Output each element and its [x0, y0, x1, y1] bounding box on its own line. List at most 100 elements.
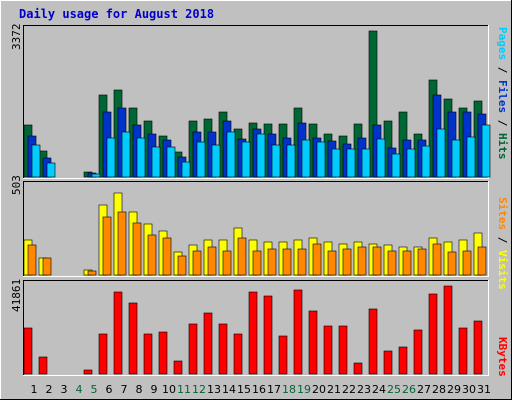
bar-kbytes-day-5: [83, 369, 93, 375]
bar-kbytes-day-14: [218, 323, 228, 375]
x-tick-label-day-9: 9: [151, 383, 158, 396]
bar-sites-day-27: [417, 248, 427, 276]
bar-sites-day-17: [267, 248, 277, 276]
legend-files: Files: [496, 80, 509, 114]
visits-panel: [23, 181, 489, 277]
bar-kbytes-day-20: [308, 310, 318, 375]
chart-panels: [23, 25, 491, 376]
bar-sites-day-28: [432, 243, 442, 276]
legend-separator: /: [496, 230, 509, 250]
legend-kbytes: KBytes: [496, 337, 509, 377]
series-pages: [31, 124, 491, 178]
bar-kbytes-day-21: [323, 325, 333, 375]
bar-pages-day-1: [31, 144, 41, 178]
x-tick-label-day-3: 3: [61, 383, 68, 396]
bar-kbytes-day-22: [338, 325, 348, 375]
bar-pages-day-9: [151, 146, 161, 178]
bar-kbytes-day-26: [398, 346, 408, 375]
kbytes-panel-ymax-label: 41861: [10, 278, 23, 312]
bar-sites-day-1: [27, 244, 37, 276]
bar-sites-day-22: [342, 248, 352, 276]
bar-kbytes-day-10: [158, 331, 168, 375]
bar-kbytes-day-25: [383, 350, 393, 375]
bar-pages-day-30: [466, 136, 476, 178]
x-tick-label-day-28: 28: [432, 383, 446, 396]
hits-panel: [23, 25, 491, 179]
bar-sites-day-8: [132, 222, 142, 276]
bar-kbytes-day-13: [203, 312, 213, 375]
bar-pages-day-7: [121, 131, 131, 178]
x-tick-label-day-13: 13: [207, 383, 221, 396]
bar-sites-day-19: [297, 248, 307, 276]
x-tick-label-day-18: 18: [282, 383, 296, 396]
bar-sites-day-23: [357, 246, 367, 276]
bar-sites-day-9: [147, 234, 157, 276]
x-tick-label-day-25: 25: [387, 383, 401, 396]
bar-pages-day-13: [211, 144, 221, 178]
bar-kbytes-day-27: [413, 329, 423, 375]
bar-sites-day-18: [282, 248, 292, 276]
x-tick-label-day-16: 16: [252, 383, 266, 396]
bar-sites-day-12: [192, 250, 202, 276]
x-tick-label-day-5: 5: [91, 383, 98, 396]
hits-panel-ymax-label: 3372: [10, 23, 23, 51]
bar-pages-day-14: [226, 131, 236, 178]
x-tick-label-day-2: 2: [46, 383, 53, 396]
bar-kbytes-day-9: [143, 333, 153, 375]
legend-separator: /: [496, 60, 509, 80]
bar-sites-day-15: [237, 237, 247, 276]
bar-kbytes-day-30: [458, 327, 468, 375]
legend-pages: Pages: [496, 27, 509, 61]
bar-kbytes-day-28: [428, 293, 438, 375]
bar-pages-day-26: [406, 148, 416, 178]
bar-kbytes-day-2: [38, 356, 48, 375]
x-tick-label-day-29: 29: [447, 383, 461, 396]
x-tick-label-day-21: 21: [327, 383, 341, 396]
bar-sites-day-20: [312, 243, 322, 276]
bar-pages-day-25: [391, 153, 401, 178]
bar-pages-day-20: [316, 141, 326, 178]
x-tick-label-day-22: 22: [342, 383, 356, 396]
bar-kbytes-day-12: [188, 323, 198, 375]
bar-kbytes-day-7: [113, 291, 123, 375]
bar-sites-day-24: [372, 246, 382, 276]
x-tick-label-day-27: 27: [417, 383, 431, 396]
bar-pages-day-24: [376, 138, 386, 178]
x-axis-labels: 1 2 3 4 5 6 7 8 9 10 11 12 13 14 15 16 17 18 19 20 21 22 23 24 2…: [31, 383, 492, 396]
x-tick-label-day-1: 1: [31, 383, 38, 396]
x-tick-label-day-14: 14: [222, 383, 236, 396]
bar-pages-day-16: [256, 133, 266, 178]
bar-sites-day-30: [462, 250, 472, 276]
bar-pages-day-22: [346, 148, 356, 178]
x-tick-label-day-24: 24: [372, 383, 386, 396]
bar-sites-day-13: [207, 246, 217, 276]
bar-kbytes-day-18: [278, 335, 288, 375]
visits-panel-ymax-label: 503: [10, 175, 23, 195]
x-tick-label-day-31: 31: [477, 383, 491, 396]
bar-pages-day-28: [436, 128, 446, 178]
bar-pages-day-18: [286, 144, 296, 178]
bar-kbytes-day-17: [263, 295, 273, 375]
bar-pages-day-27: [421, 145, 431, 178]
x-tick-label-day-8: 8: [136, 383, 143, 396]
bar-kbytes-day-23: [353, 362, 363, 375]
bar-sites-day-6: [102, 216, 112, 276]
series-kbytes: [23, 285, 483, 375]
bar-pages-day-5: [91, 173, 101, 178]
x-tick-label-day-19: 19: [297, 383, 311, 396]
bar-sites-day-11: [177, 255, 187, 276]
bar-kbytes-day-29: [443, 285, 453, 375]
kbytes-panel: [23, 280, 489, 376]
bar-pages-day-12: [196, 141, 206, 178]
bar-kbytes-day-11: [173, 360, 183, 375]
bar-kbytes-day-8: [128, 302, 138, 375]
bar-pages-day-17: [271, 144, 281, 178]
bar-sites-day-2: [42, 257, 52, 276]
bar-sites-day-7: [117, 211, 127, 276]
bar-kbytes-day-16: [248, 291, 258, 375]
bar-kbytes-day-19: [293, 289, 303, 375]
chart-title: Daily usage for August 2018: [19, 7, 215, 21]
legend-sites: Sites: [496, 197, 509, 231]
bar-pages-day-6: [106, 137, 116, 178]
